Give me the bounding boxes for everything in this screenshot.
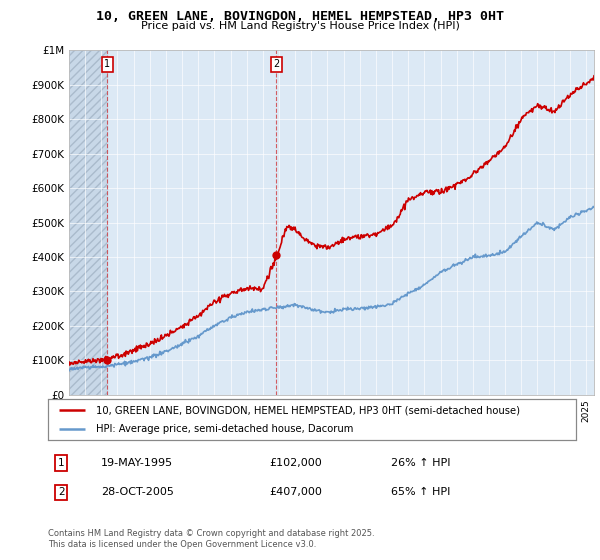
Text: 26% ↑ HPI: 26% ↑ HPI (391, 458, 451, 468)
Text: HPI: Average price, semi-detached house, Dacorum: HPI: Average price, semi-detached house,… (95, 424, 353, 433)
Text: 1: 1 (104, 59, 110, 69)
Text: £407,000: £407,000 (270, 487, 323, 497)
Text: 65% ↑ HPI: 65% ↑ HPI (391, 487, 451, 497)
Bar (69, 50, 107, 395)
Text: 10, GREEN LANE, BOVINGDON, HEMEL HEMPSTEAD, HP3 0HT: 10, GREEN LANE, BOVINGDON, HEMEL HEMPSTE… (96, 10, 504, 23)
Text: Price paid vs. HM Land Registry's House Price Index (HPI): Price paid vs. HM Land Registry's House … (140, 21, 460, 31)
Text: 2: 2 (273, 59, 279, 69)
Text: Contains HM Land Registry data © Crown copyright and database right 2025.
This d: Contains HM Land Registry data © Crown c… (48, 529, 374, 549)
Text: 10, GREEN LANE, BOVINGDON, HEMEL HEMPSTEAD, HP3 0HT (semi-detached house): 10, GREEN LANE, BOVINGDON, HEMEL HEMPSTE… (95, 405, 520, 415)
Bar (69, 50, 107, 395)
Text: 28-OCT-2005: 28-OCT-2005 (101, 487, 173, 497)
Text: 1: 1 (58, 458, 65, 468)
Text: 2: 2 (58, 487, 65, 497)
Text: £102,000: £102,000 (270, 458, 323, 468)
Text: 19-MAY-1995: 19-MAY-1995 (101, 458, 173, 468)
